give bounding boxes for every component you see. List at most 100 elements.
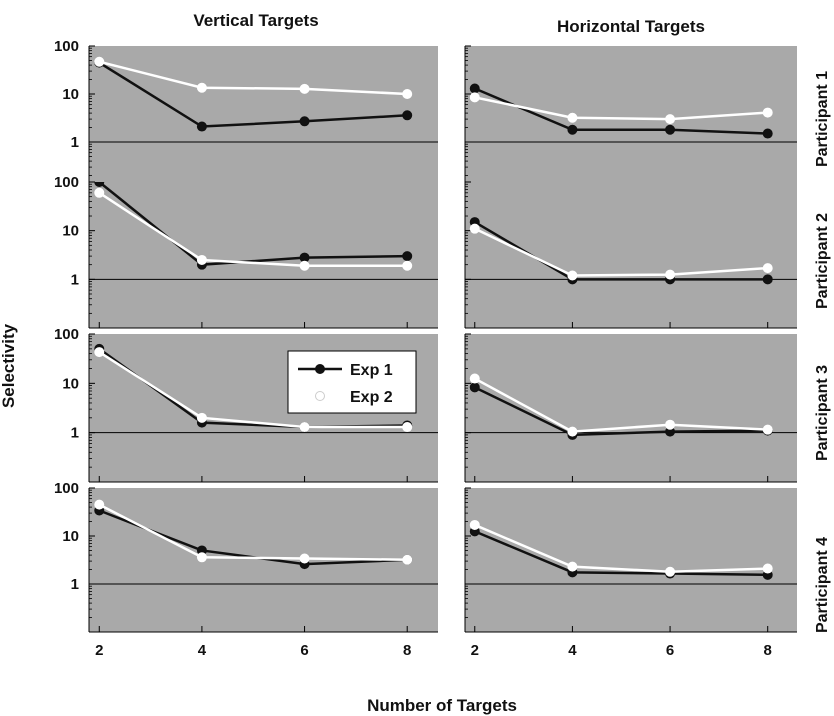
panel-participant-4-horizontal-targets: 2 4 6 8 <box>464 487 797 659</box>
data-point-exp-1 <box>762 274 773 285</box>
legend-label: Exp 2 <box>350 389 393 406</box>
series-line-exp-2 <box>98 60 408 96</box>
x-tick-label: 4 <box>198 642 207 659</box>
data-point-exp-2 <box>469 519 480 530</box>
column-title-horizontal: Horizontal Targets <box>557 17 705 36</box>
data-point-exp-2 <box>299 553 310 564</box>
y-tick-label: 1 <box>71 271 79 288</box>
y-axis-title: Selectivity <box>0 323 18 408</box>
data-point-exp-2 <box>762 563 773 574</box>
data-point-exp-2 <box>762 107 773 118</box>
plot-background <box>465 488 797 632</box>
series-exp-2 <box>94 499 413 565</box>
series-line-exp-1 <box>474 87 768 135</box>
panel-participant-1-horizontal-targets <box>464 45 797 191</box>
y-tick-label: 100 <box>54 38 79 55</box>
data-point-exp-2 <box>196 82 207 93</box>
data-point-exp-1 <box>299 116 310 127</box>
x-tick-label: 8 <box>403 642 411 659</box>
panel-participant-1-vertical-targets: 1 10 100 <box>54 38 438 191</box>
legend-marker <box>315 364 325 374</box>
x-tick-label: 6 <box>666 642 674 659</box>
series-exp-2 <box>469 373 773 437</box>
series-line-exp-2 <box>474 96 768 121</box>
data-point-exp-1 <box>469 83 480 94</box>
data-point-exp-2 <box>469 373 480 384</box>
row-label-participant-4: Participant 4 <box>814 537 831 633</box>
legend-label: Exp 1 <box>350 362 393 379</box>
data-point-exp-1 <box>402 251 413 262</box>
series-exp-2 <box>94 187 413 271</box>
series-line-exp-2 <box>474 377 768 433</box>
data-point-exp-1 <box>299 252 310 263</box>
plot-background <box>465 182 797 328</box>
series-line-exp-1 <box>474 386 768 437</box>
y-tick-label: 10 <box>62 528 79 545</box>
y-tick-label: 1 <box>71 134 79 151</box>
y-tick-label: 10 <box>62 223 79 240</box>
series-line-exp-2 <box>474 227 768 277</box>
data-point-exp-2 <box>567 112 578 123</box>
row-label-participant-3: Participant 3 <box>814 365 831 461</box>
panel-participant-3-horizontal-targets <box>464 333 797 483</box>
series-exp-2 <box>94 347 413 433</box>
data-point-exp-2 <box>567 561 578 572</box>
data-point-exp-2 <box>94 56 105 67</box>
y-tick-label: 100 <box>54 326 79 343</box>
data-point-exp-2 <box>567 270 578 281</box>
data-point-exp-2 <box>567 426 578 437</box>
panel-participant-2-horizontal-targets <box>464 181 797 329</box>
x-tick-label: 4 <box>568 642 577 659</box>
data-point-exp-2 <box>402 554 413 565</box>
data-point-exp-2 <box>665 419 676 430</box>
series-exp-2 <box>469 223 773 281</box>
y-tick-label: 100 <box>54 480 79 497</box>
data-point-exp-1 <box>94 182 105 187</box>
data-point-exp-2 <box>469 223 480 234</box>
data-point-exp-2 <box>94 187 105 198</box>
data-point-exp-2 <box>196 552 207 563</box>
series-exp-1 <box>469 83 773 139</box>
data-point-exp-2 <box>469 92 480 103</box>
data-point-exp-2 <box>299 422 310 433</box>
series-exp-2 <box>94 56 413 99</box>
data-point-exp-1 <box>665 124 676 135</box>
legend: Exp 1 Exp 2 <box>287 350 417 414</box>
labels-layer: Vertical Targets Horizontal Targets Sele… <box>0 11 831 715</box>
data-point-exp-2 <box>665 269 676 280</box>
plot-background <box>89 46 438 190</box>
data-point-exp-2 <box>196 254 207 265</box>
data-point-exp-2 <box>299 260 310 271</box>
data-point-exp-2 <box>402 260 413 271</box>
data-point-exp-2 <box>94 499 105 510</box>
row-label-participant-1: Participant 1 <box>814 71 831 167</box>
x-axis-title: Number of Targets <box>367 696 517 715</box>
series-line-exp-2 <box>474 523 768 573</box>
data-point-exp-2 <box>402 422 413 433</box>
series-line-exp-2 <box>98 351 408 429</box>
data-point-exp-2 <box>762 424 773 435</box>
x-tick-label: 8 <box>764 642 772 659</box>
data-point-exp-2 <box>299 83 310 94</box>
series-line-exp-1 <box>474 530 768 577</box>
data-point-exp-2 <box>762 263 773 274</box>
series-exp-2 <box>469 92 773 125</box>
plot-background <box>89 182 438 328</box>
data-point-exp-2 <box>665 566 676 577</box>
panel-participant-4-vertical-targets: 1 10 100 2 4 6 8 <box>54 480 438 659</box>
panel-participant-2-vertical-targets: 1 10 100 <box>54 174 438 329</box>
row-label-participant-2: Participant 2 <box>814 213 831 309</box>
y-tick-label: 100 <box>54 174 79 191</box>
data-point-exp-1 <box>196 121 207 132</box>
data-point-exp-2 <box>402 89 413 99</box>
data-point-exp-2 <box>94 347 105 358</box>
x-tick-label: 2 <box>471 642 479 659</box>
series-line-exp-2 <box>98 191 408 268</box>
x-tick-label: 2 <box>95 642 103 659</box>
data-point-exp-1 <box>762 128 773 139</box>
data-point-exp-2 <box>665 114 676 125</box>
y-tick-label: 10 <box>62 86 79 103</box>
data-point-exp-2 <box>196 412 207 423</box>
